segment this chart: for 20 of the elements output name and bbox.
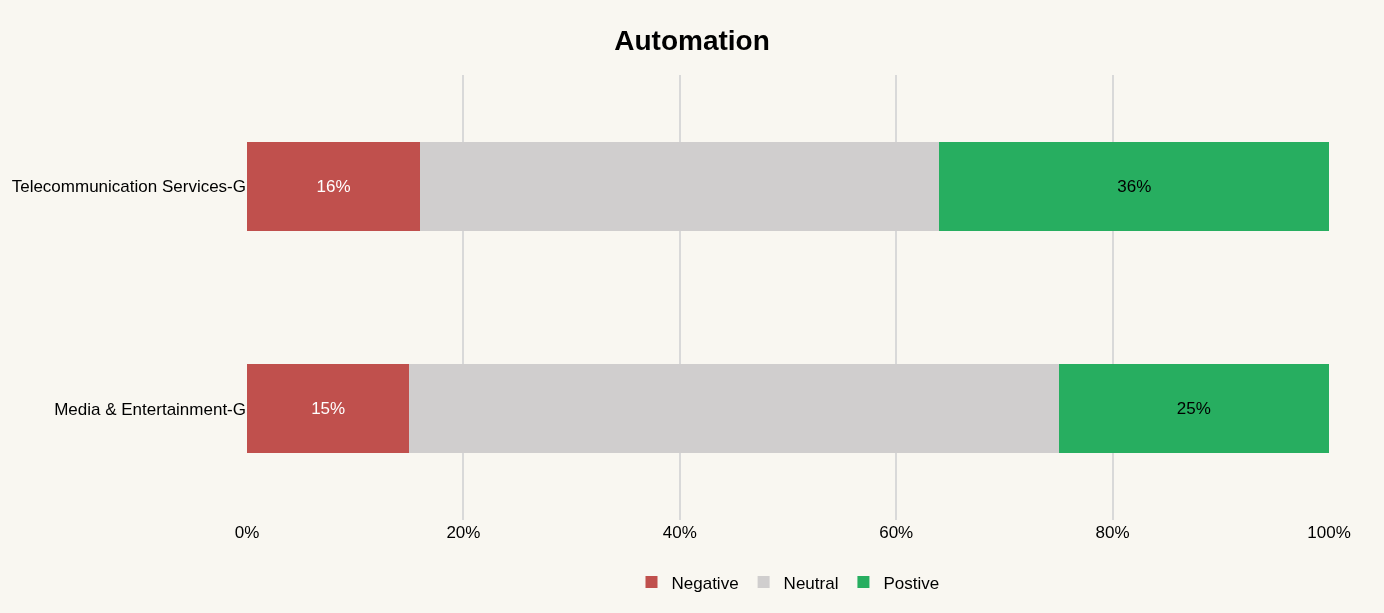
bar	[1058, 364, 1329, 454]
bar	[247, 364, 410, 454]
x-tick-label: 40%	[662, 523, 697, 542]
bar	[939, 141, 1329, 231]
data-label: 15%	[311, 399, 346, 419]
y-tick-label: Media & Entertainment-G	[54, 399, 246, 419]
x-tick-label: 60%	[879, 523, 914, 542]
data-label: 36%	[1117, 176, 1152, 196]
x-tick-label: 0%	[234, 523, 260, 542]
y-tick-label: Telecommunication Services-G	[11, 177, 246, 197]
x-tick-label: 80%	[1095, 523, 1130, 542]
bar	[247, 141, 421, 231]
x-tick-label: 20%	[446, 523, 481, 542]
legend-label: Postive	[883, 573, 940, 593]
data-label: 25%	[1176, 399, 1211, 419]
chart-title: Automation	[614, 25, 770, 57]
legend-label: Negative	[671, 573, 739, 593]
data-label: 16%	[316, 176, 351, 196]
legend-label: Neutral	[783, 573, 839, 593]
x-tick-label: 100%	[1307, 523, 1351, 542]
